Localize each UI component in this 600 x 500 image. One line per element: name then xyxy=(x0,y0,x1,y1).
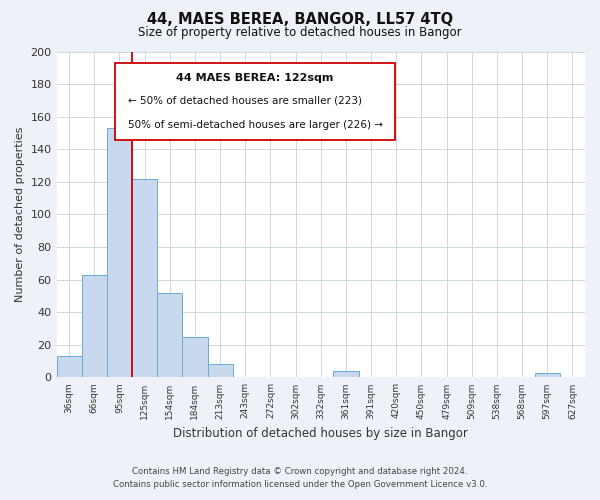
Text: 44 MAES BEREA: 122sqm: 44 MAES BEREA: 122sqm xyxy=(176,72,334,83)
X-axis label: Distribution of detached houses by size in Bangor: Distribution of detached houses by size … xyxy=(173,427,468,440)
Text: 50% of semi-detached houses are larger (226) →: 50% of semi-detached houses are larger (… xyxy=(128,120,383,130)
Text: Size of property relative to detached houses in Bangor: Size of property relative to detached ho… xyxy=(138,26,462,39)
Bar xyxy=(107,128,132,378)
Bar xyxy=(182,336,208,378)
Y-axis label: Number of detached properties: Number of detached properties xyxy=(15,127,25,302)
Bar xyxy=(535,372,560,378)
Bar xyxy=(334,371,359,378)
Text: Contains HM Land Registry data © Crown copyright and database right 2024.
Contai: Contains HM Land Registry data © Crown c… xyxy=(113,468,487,489)
Bar xyxy=(208,364,233,378)
Bar xyxy=(157,292,182,378)
Bar xyxy=(82,275,107,378)
Bar xyxy=(56,356,82,378)
Text: 44, MAES BEREA, BANGOR, LL57 4TQ: 44, MAES BEREA, BANGOR, LL57 4TQ xyxy=(147,12,453,28)
Text: ← 50% of detached houses are smaller (223): ← 50% of detached houses are smaller (22… xyxy=(128,96,362,106)
Bar xyxy=(132,178,157,378)
FancyBboxPatch shape xyxy=(115,63,395,140)
